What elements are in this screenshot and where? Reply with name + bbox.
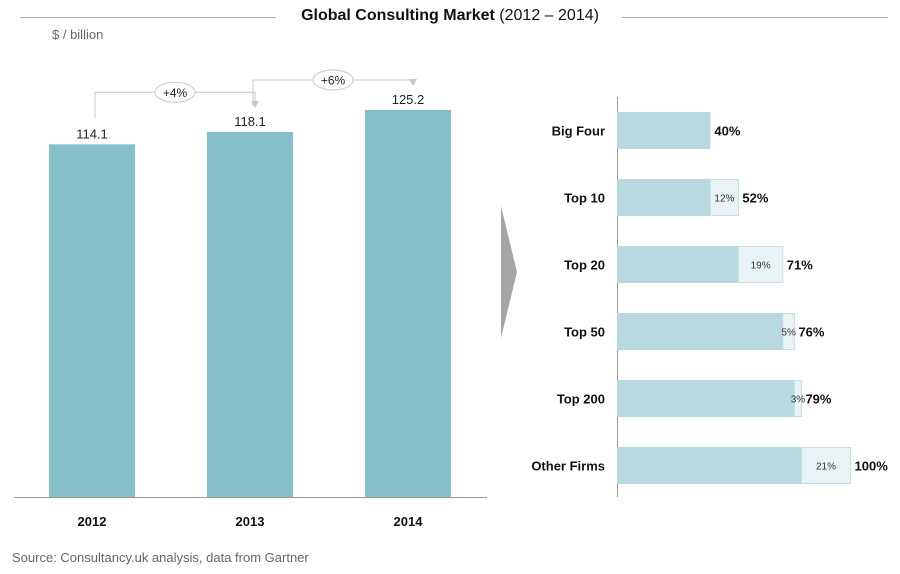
hbar-total-label-Top 10: 52% <box>742 191 768 206</box>
transition-arrow <box>501 206 517 338</box>
hbar-total-label-Other Firms: 100% <box>855 459 889 474</box>
hbar-category-label-Big Four: Big Four <box>552 124 605 139</box>
hbar-total-label-Top 20: 71% <box>787 258 813 273</box>
bar-value-label-2012: 114.1 <box>76 126 108 141</box>
source-note: Source: Consultancy.uk analysis, data fr… <box>12 550 309 565</box>
bar-2012 <box>49 144 135 497</box>
hbar-increment-label-Top 10: 12% <box>714 194 734 205</box>
growth-label-2: +6% <box>321 73 346 87</box>
title-rule-left <box>20 17 276 18</box>
hbar-base-Big Four <box>617 112 711 149</box>
hbar-increment-label-Top 20: 19% <box>751 261 771 272</box>
hbar-category-label-Other Firms: Other Firms <box>531 459 605 474</box>
chart-title-years: (2012 – 2014) <box>494 7 599 24</box>
title-rule-right <box>622 17 888 18</box>
hbar-increment-label-Other Firms: 21% <box>816 462 836 473</box>
hbar-category-label-Top 10: Top 10 <box>564 191 605 206</box>
hbar-increment-label-Top 50: 5% <box>781 328 796 339</box>
hbar-total-label-Top 200: 79% <box>805 392 831 407</box>
hbar-increment-Top 10 <box>709 179 739 216</box>
hbar-category-label-Top 200: Top 200 <box>557 392 605 407</box>
hbar-increment-label-Top 200: 3% <box>791 395 806 406</box>
y-unit-label: $ / billion <box>52 27 104 42</box>
growth-arrowhead-2 <box>409 79 417 86</box>
hbar-base-Other Firms <box>617 447 802 484</box>
hbar-increment-Top 50 <box>782 313 795 350</box>
hbar-increment-Top 20 <box>737 246 784 283</box>
bar-value-label-2013: 118.1 <box>234 114 266 129</box>
hbar-base-Top 20 <box>617 246 739 283</box>
chart-title-main: Global Consulting Market <box>301 7 495 24</box>
growth-badge-1 <box>154 81 196 103</box>
x-tick-label-2012: 2012 <box>78 514 107 529</box>
growth-badge-2 <box>312 69 354 91</box>
bar-2014 <box>365 110 451 497</box>
hbar-base-Top 200 <box>617 380 795 417</box>
bar-value-label-2014: 125.2 <box>392 92 425 107</box>
hbar-total-label-Top 50: 76% <box>798 325 824 340</box>
hbar-base-Top 10 <box>617 179 711 216</box>
x-tick-label-2014: 2014 <box>394 514 424 529</box>
growth-arrowhead-1 <box>251 100 259 108</box>
hbar-increment-Top 200 <box>793 380 802 417</box>
chart-title: Global Consulting Market (2012 – 2014) <box>0 7 900 25</box>
bar-2013 <box>207 131 293 498</box>
x-tick-label-2013: 2013 <box>236 514 265 529</box>
growth-label-1: +4% <box>163 86 188 100</box>
hbar-total-label-Big Four: 40% <box>714 124 740 139</box>
hbar-increment-Other Firms <box>800 447 852 484</box>
hbar-base-Top 50 <box>617 313 783 350</box>
hbar-category-label-Top 20: Top 20 <box>564 258 605 273</box>
hbar-category-label-Top 50: Top 50 <box>564 325 605 340</box>
